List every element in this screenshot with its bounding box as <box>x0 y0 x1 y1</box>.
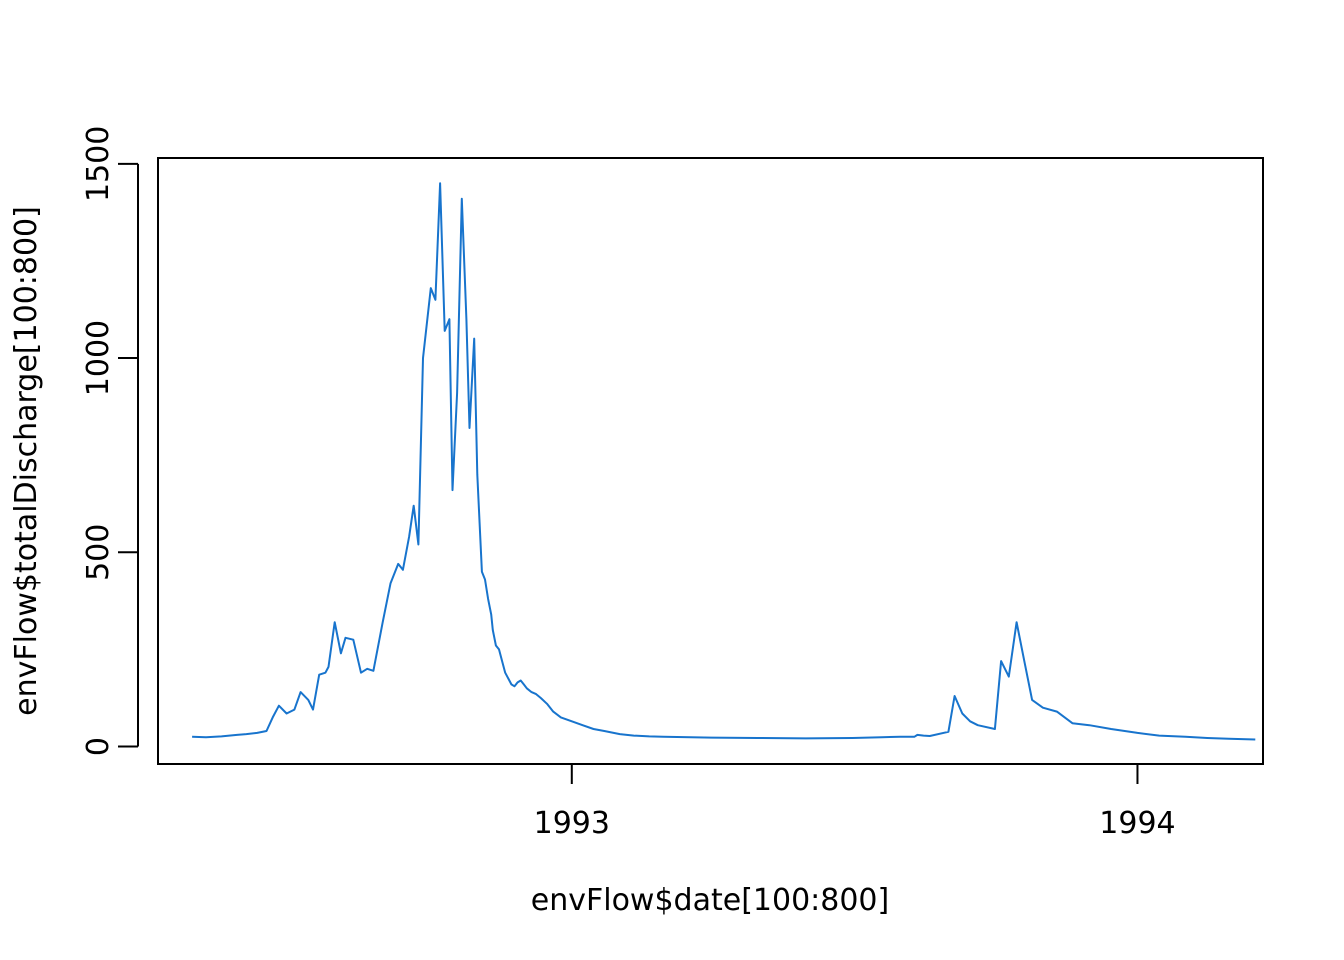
x-tick-label: 1994 <box>1099 806 1175 841</box>
y-tick-label: 500 <box>81 524 116 581</box>
y-tick-label: 0 <box>81 737 116 756</box>
y-tick-label: 1000 <box>81 320 116 396</box>
discharge-series-line <box>192 182 1256 741</box>
x-axis: 1993 1994 <box>534 763 1176 841</box>
y-axis-label: envFlow$totalDischarge[100:800] <box>9 206 44 716</box>
x-axis-label: envFlow$date[100:800] <box>531 883 889 918</box>
y-tick-label: 1500 <box>81 126 116 202</box>
y-axis: 0 500 1000 1500 <box>81 126 139 756</box>
x-tick-label: 1993 <box>534 806 610 841</box>
